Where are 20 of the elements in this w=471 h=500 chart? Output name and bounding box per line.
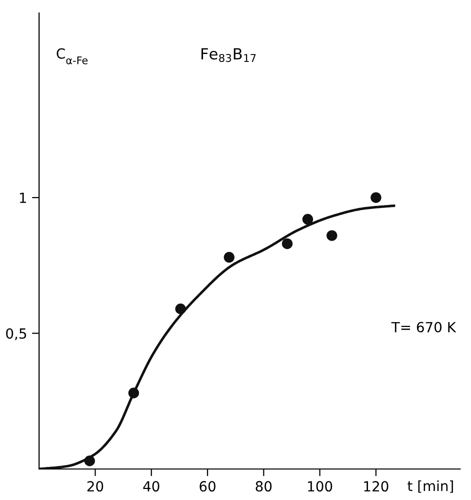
annotation: T= 670 K <box>391 322 456 332</box>
point <box>282 238 293 250</box>
point <box>302 214 314 225</box>
x-tick-label: 40 <box>143 481 160 492</box>
point <box>224 252 234 263</box>
point <box>175 304 186 314</box>
x-tick-label: 20 <box>87 481 104 492</box>
y-tick-label: 0,5 <box>6 328 26 340</box>
x-tick-label: 60 <box>200 481 216 492</box>
x-axis-title: t [min] <box>408 480 453 493</box>
y-tick-label: 1 <box>20 192 26 203</box>
point <box>128 388 140 398</box>
x-tick-label: 120 <box>364 481 388 492</box>
text: Fe$_{83}$B$_{17}$ <box>202 48 256 62</box>
x-tick-label: 80 <box>256 481 272 492</box>
y-axis-title: Cα-Fe <box>56 48 88 64</box>
point <box>370 192 382 203</box>
point <box>326 230 338 241</box>
x-tick-label: 100 <box>308 481 332 492</box>
point <box>84 456 95 466</box>
